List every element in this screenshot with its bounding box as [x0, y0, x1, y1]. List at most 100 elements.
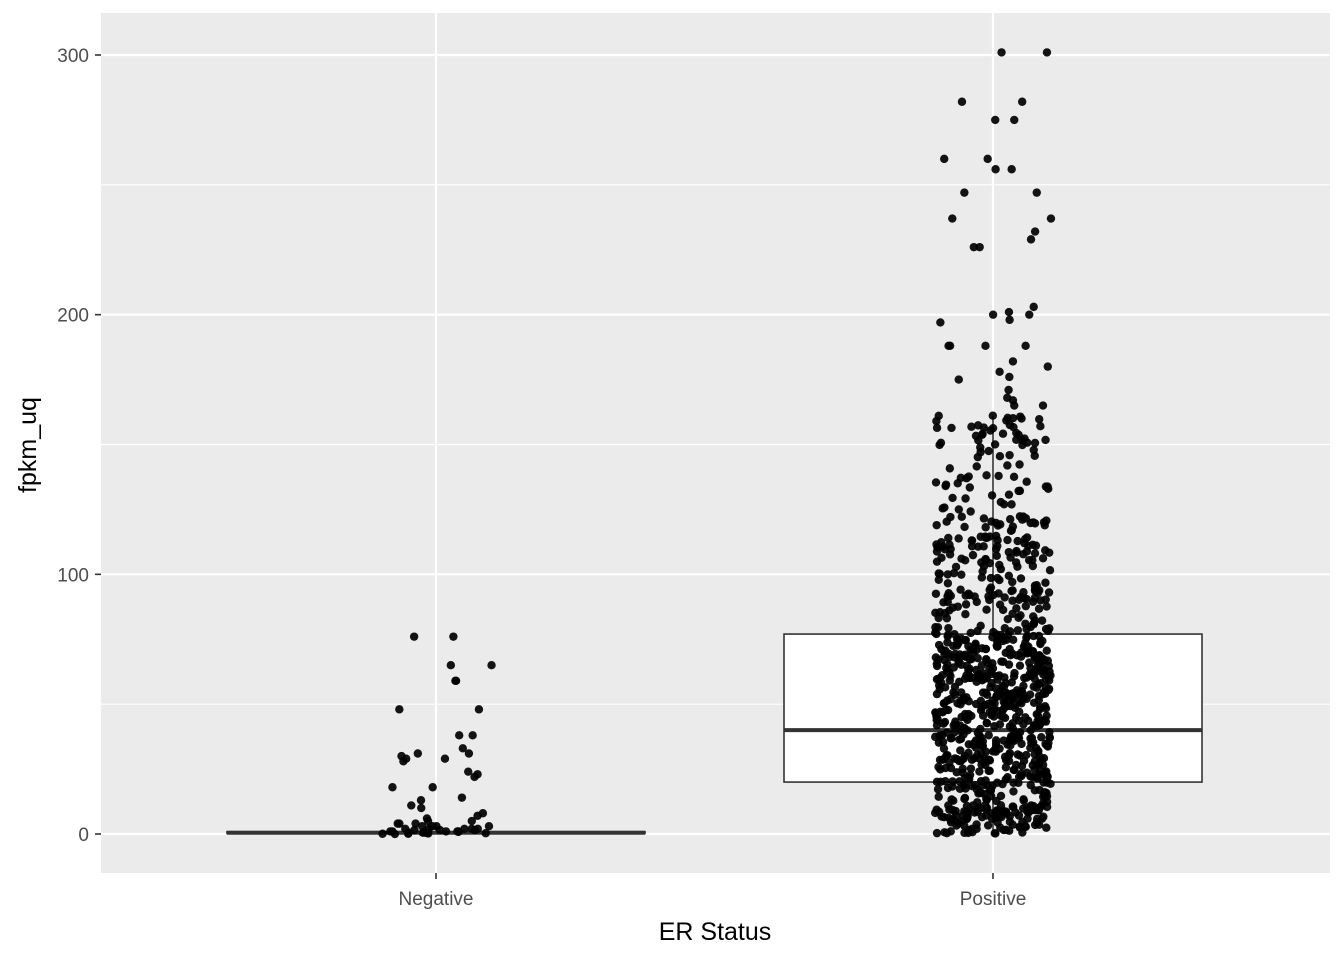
point-positive — [981, 747, 991, 756]
point-positive — [938, 504, 947, 513]
point-positive — [1030, 227, 1040, 236]
point-negative — [428, 783, 437, 792]
point-positive — [1038, 401, 1048, 410]
point-negative — [395, 705, 404, 714]
point-positive — [972, 597, 981, 607]
point-positive — [981, 554, 990, 564]
point-positive — [982, 533, 992, 543]
point-positive — [1042, 48, 1052, 57]
point-positive — [1026, 648, 1035, 657]
point-positive — [966, 628, 975, 638]
point-positive — [941, 777, 950, 786]
point-positive — [1015, 661, 1025, 670]
point-positive — [1029, 445, 1038, 455]
point-negative — [455, 731, 464, 740]
point-negative — [481, 829, 490, 838]
point-positive — [1026, 734, 1035, 743]
point-positive — [1012, 548, 1021, 557]
point-positive — [1034, 604, 1044, 614]
point-positive — [1008, 735, 1017, 745]
point-positive — [1041, 704, 1051, 713]
point-positive — [1038, 760, 1048, 770]
point-positive — [931, 608, 940, 617]
point-positive — [932, 423, 942, 433]
point-positive — [978, 567, 987, 576]
point-positive — [979, 542, 988, 551]
point-positive — [1043, 772, 1052, 781]
point-positive — [985, 585, 994, 595]
point-positive — [1022, 547, 1032, 556]
point-positive — [983, 821, 993, 830]
point-positive — [993, 778, 1002, 787]
point-positive — [994, 471, 1003, 481]
point-positive — [1002, 809, 1011, 818]
point-positive — [1030, 805, 1040, 815]
point-positive — [951, 806, 960, 816]
point-positive — [1015, 823, 1025, 832]
point-positive — [1000, 593, 1009, 602]
point-positive — [1012, 651, 1022, 660]
point-positive — [1005, 420, 1015, 430]
point-positive — [1014, 811, 1024, 820]
point-positive — [1029, 631, 1038, 641]
point-positive — [954, 505, 964, 514]
point-positive — [1025, 310, 1034, 319]
point-positive — [954, 534, 963, 543]
point-positive — [957, 97, 967, 106]
point-positive — [1007, 525, 1016, 535]
point-positive — [1044, 484, 1053, 494]
point-positive — [935, 569, 945, 579]
point-positive — [986, 573, 996, 583]
point-positive — [1033, 773, 1042, 783]
point-positive — [996, 564, 1006, 574]
point-positive — [1022, 673, 1031, 682]
point-positive — [938, 737, 948, 747]
point-positive — [982, 471, 991, 480]
point-positive — [1032, 710, 1041, 719]
point-positive — [959, 730, 968, 739]
point-positive — [1025, 658, 1034, 667]
point-negative — [409, 632, 419, 641]
point-positive — [1013, 626, 1023, 635]
point-positive — [987, 491, 997, 500]
point-positive — [948, 214, 957, 223]
point-positive — [991, 115, 1000, 125]
x-tick-label: Positive — [960, 889, 1027, 910]
point-positive — [1008, 577, 1017, 587]
point-positive — [932, 540, 941, 549]
point-positive — [986, 682, 995, 692]
point-positive — [1042, 646, 1051, 655]
point-positive — [990, 722, 999, 731]
point-positive — [981, 644, 990, 654]
point-positive — [1022, 477, 1031, 486]
point-negative — [390, 829, 400, 839]
point-positive — [1043, 671, 1052, 680]
point-positive — [1004, 385, 1013, 395]
point-negative — [464, 749, 474, 758]
point-negative — [487, 661, 496, 670]
point-positive — [1017, 769, 1026, 778]
point-positive — [1019, 587, 1028, 597]
point-positive — [932, 416, 941, 426]
point-positive — [933, 714, 942, 724]
point-positive — [935, 673, 945, 683]
point-positive — [974, 436, 983, 445]
point-positive — [1003, 461, 1012, 470]
point-positive — [997, 48, 1006, 57]
point-positive — [1024, 555, 1034, 565]
point-positive — [984, 731, 993, 740]
point-positive — [1008, 586, 1017, 595]
point-positive — [940, 828, 949, 837]
point-negative — [393, 819, 402, 828]
point-positive — [990, 440, 1000, 449]
point-negative — [441, 827, 451, 836]
y-tick-label: 0 — [78, 825, 89, 846]
point-positive — [1001, 763, 1011, 772]
point-positive — [991, 747, 1001, 756]
point-positive — [984, 766, 993, 775]
point-positive — [946, 694, 955, 704]
point-positive — [940, 608, 950, 618]
point-positive — [1043, 362, 1052, 371]
point-positive — [1016, 574, 1026, 583]
point-positive — [1030, 549, 1040, 558]
